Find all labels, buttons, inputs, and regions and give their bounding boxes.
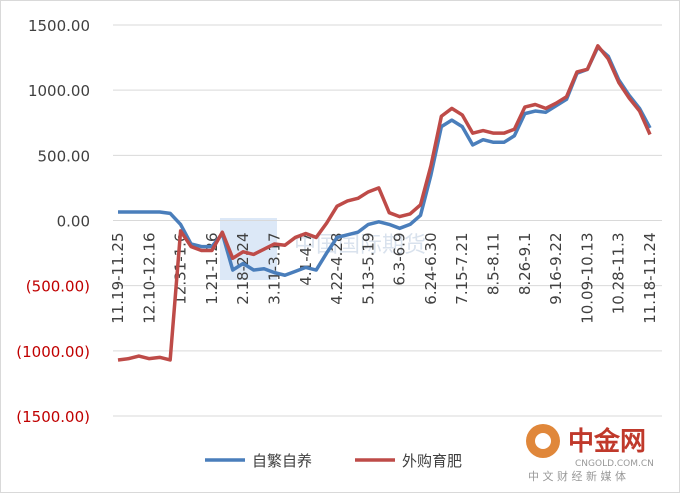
y-tick-label: (1500.00) [16,408,90,426]
logo-name: 中金网 [568,426,646,457]
x-tick-label: 10.09-10.13 [578,233,596,324]
y-tick-label: (500.00) [26,278,90,296]
x-tick-label: 11.19-11.25 [109,233,127,324]
x-tick-label: 7.15-7.21 [453,233,471,305]
x-tick-label: 6.3-6.9 [391,233,409,286]
logo: 中金网 CNGOLD.COM.CN 中 文 财 经 新 媒 体 [526,424,654,483]
x-tick-label: 4.22-4.28 [328,233,346,305]
x-tick-label: 9.16-9.22 [547,233,565,305]
x-tick-label: 10.28-11.3 [610,233,628,315]
logo-slogan: 中 文 财 经 新 媒 体 [528,469,626,483]
x-tick-label: 11.18-11.24 [641,233,659,324]
x-tick-label: 3.11-3.17 [265,233,283,305]
x-tick-label: 8.5-8.11 [485,233,503,296]
logo-icon-inner [535,433,551,449]
x-tick-label: 2.18-2.24 [234,232,252,304]
legend-label: 外购育肥 [402,452,462,470]
x-tick-label: 12.10-12.16 [140,233,158,324]
y-tick-label: 0.00 [57,213,90,231]
logo-site: CNGOLD.COM.CN [575,459,654,469]
x-tick-label: 1.21-1.26 [203,233,221,305]
x-tick-label: 6.24-6.30 [422,233,440,305]
x-tick-label: 4.1-4.7 [297,233,315,286]
y-tick-label: 1000.00 [28,82,90,100]
legend-label: 自繁自养 [252,452,312,470]
y-tick-label: 1500.00 [28,17,90,35]
y-tick-label: 500.00 [38,147,91,165]
y-tick-label: (1000.00) [16,343,90,361]
x-tick-label: 5.13-5.19 [359,233,377,305]
x-tick-label: 8.26-9.1 [516,233,534,296]
line [118,45,652,277]
line [117,44,652,362]
plot: 1500.00 1000.00 500.00 0.00 (500.00) (1000.00… [16,17,662,470]
